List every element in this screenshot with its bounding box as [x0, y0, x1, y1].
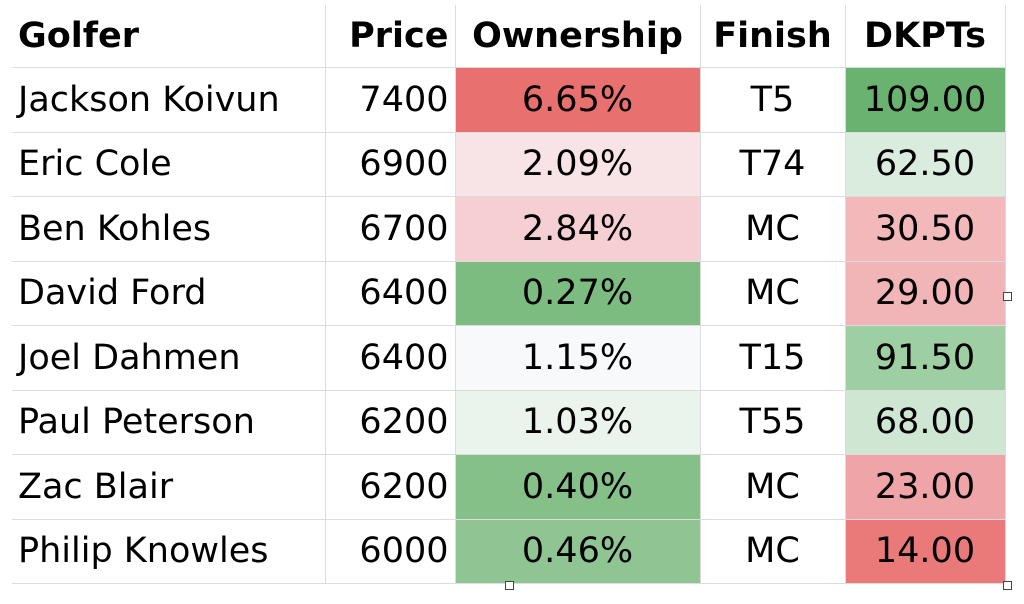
table-cell: Joel Dahmen — [12, 325, 326, 391]
table-cell: T5 — [699, 67, 846, 133]
table-cell: Jackson Koivun — [12, 67, 326, 133]
table-row: Joel Dahmen 6400 1.15% T15 91.50 — [12, 325, 1006, 391]
table-cell: Philip Knowles — [12, 518, 326, 584]
resize-handle[interactable] — [1003, 292, 1012, 301]
table-cell: 2.09% — [454, 131, 701, 197]
table-cell: 6200 — [324, 389, 456, 455]
spreadsheet: Golfer Price Ownership Finish DKPTs Jackson … — [12, 5, 1006, 584]
table-cell: Zac Blair — [12, 454, 326, 520]
table-cell: 0.46% — [454, 518, 701, 584]
table-cell: 68.00 — [844, 389, 1006, 455]
table-cell: 6900 — [324, 131, 456, 197]
resize-handle[interactable] — [1003, 581, 1012, 590]
table-cell: 30.50 — [844, 196, 1006, 262]
table-cell: MC — [699, 518, 846, 584]
table-cell: 0.40% — [454, 454, 701, 520]
table-cell: MC — [699, 454, 846, 520]
table-row: Jackson Koivun 7400 6.65% T5 109.00 — [12, 67, 1006, 133]
table-cell: MC — [699, 196, 846, 262]
header-row: Golfer Price Ownership Finish DKPTs — [12, 5, 1006, 68]
table-cell: 6.65% — [454, 67, 701, 133]
table-row: Philip Knowles 6000 0.46% MC 14.00 — [12, 518, 1006, 584]
table-row: Ben Kohles 6700 2.84% MC 30.50 — [12, 196, 1006, 262]
table-cell: 23.00 — [844, 454, 1006, 520]
table-cell: 6700 — [324, 196, 456, 262]
table-cell: 1.03% — [454, 389, 701, 455]
table-cell: 6400 — [324, 260, 456, 326]
table-body: Jackson Koivun 7400 6.65% T5 109.00 Eric Cole… — [12, 67, 1006, 584]
table: Golfer Price Ownership Finish DKPTs Jackson … — [12, 5, 1006, 584]
table-row: Paul Peterson 6200 1.03% T55 68.00 — [12, 389, 1006, 455]
table-cell: 2.84% — [454, 196, 701, 262]
column-header: DKPTs — [844, 5, 1006, 68]
table-cell: 6400 — [324, 325, 456, 391]
table-cell: 6200 — [324, 454, 456, 520]
table-cell: MC — [699, 260, 846, 326]
table-cell: 1.15% — [454, 325, 701, 391]
table-cell: 0.27% — [454, 260, 701, 326]
table-cell: T74 — [699, 131, 846, 197]
table-cell: T55 — [699, 389, 846, 455]
table-cell: David Ford — [12, 260, 326, 326]
table-cell: 7400 — [324, 67, 456, 133]
column-header: Finish — [699, 5, 846, 68]
table-cell: 29.00 — [844, 260, 1006, 326]
table-cell: Eric Cole — [12, 131, 326, 197]
table-row: Zac Blair 6200 0.40% MC 23.00 — [12, 454, 1006, 520]
resize-handle[interactable] — [505, 581, 514, 590]
column-header: Ownership — [454, 5, 701, 68]
table-cell: 109.00 — [844, 67, 1006, 133]
table-cell: Ben Kohles — [12, 196, 326, 262]
table-row: Eric Cole 6900 2.09% T74 62.50 — [12, 131, 1006, 197]
table-cell: Paul Peterson — [12, 389, 326, 455]
table-cell: 62.50 — [844, 131, 1006, 197]
column-header: Golfer — [12, 5, 326, 68]
column-header: Price — [324, 5, 456, 68]
table-cell: T15 — [699, 325, 846, 391]
table-cell: 6000 — [324, 518, 456, 584]
table-row: David Ford 6400 0.27% MC 29.00 — [12, 260, 1006, 326]
table-cell: 91.50 — [844, 325, 1006, 391]
table-cell: 14.00 — [844, 518, 1006, 584]
